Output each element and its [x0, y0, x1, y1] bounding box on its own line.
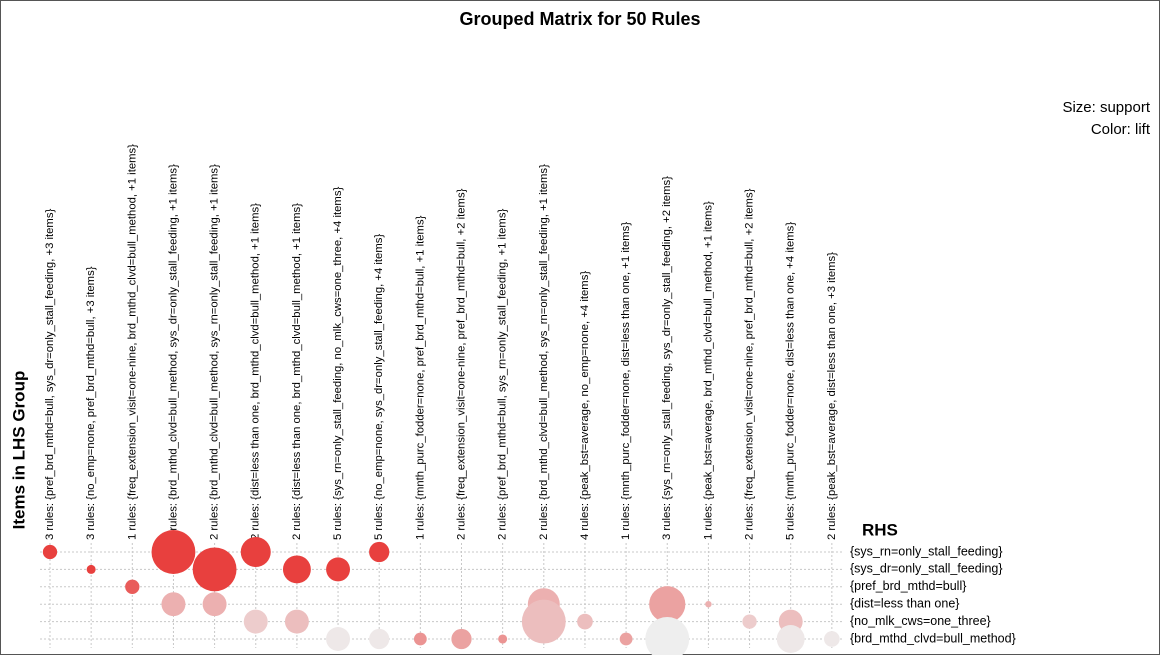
bubble: [451, 628, 472, 650]
bubble: [86, 564, 96, 574]
x-tick-label: 3 rules: {pref_brd_mthd=bull, sys_dr=onl…: [44, 209, 56, 540]
bubble: [243, 609, 268, 634]
x-tick-label: 5 rules: {sys_rn=only_stall_feeding, no_…: [332, 187, 344, 540]
x-tick-label: 3 rules: {no_emp=none, pref_brd_mthd=bul…: [85, 266, 97, 540]
x-tick-label: 5 rules: {no_emp=none, sys_dr=only_stall…: [373, 234, 385, 540]
x-tick-label: 2 rules: {dist=less than one, brd_mthd_c…: [250, 203, 262, 540]
x-tick-label: 3 rules: {sys_rn=only_stall_feeding, sys…: [661, 176, 673, 540]
rhs-label: {no_mlk_cws=one_three}: [850, 614, 991, 628]
bubble: [619, 632, 633, 646]
x-tick-label: 2 rules: {brd_mthd_clvd=bull_method, sys…: [538, 164, 550, 540]
bubble: [645, 617, 690, 655]
x-tick-label: 1 rules: {freq_extension_visit=one-nine,…: [126, 144, 138, 540]
bubble: [521, 599, 566, 644]
x-tick-label: 1 rules: {peak_bst=average, brd_mthd_clv…: [702, 201, 714, 540]
bubble: [369, 628, 390, 650]
bubble: [42, 544, 58, 560]
x-tick-label: 2 rules: {brd_mthd_clvd=bull_method, sys…: [167, 164, 179, 540]
bubble: [151, 530, 196, 574]
bubble: [125, 579, 140, 594]
bubble: [498, 634, 508, 644]
x-tick-label: 2 rules: {freq_extension_visit=one-nine,…: [744, 188, 756, 540]
bubble: [824, 631, 840, 647]
bubble: [282, 555, 311, 584]
x-tick-label: 2 rules: {brd_mthd_clvd=bull_method, sys…: [209, 164, 221, 540]
bubble: [202, 592, 227, 617]
bubble: [326, 557, 351, 582]
bubble: [240, 536, 271, 568]
rhs-label: RHS: [862, 520, 898, 539]
x-tick-label: 4 rules: {peak_bst=average, no_emp=none,…: [579, 271, 591, 540]
bubble: [284, 609, 309, 634]
rhs-label: {pref_brd_mthd=bull}: [850, 579, 966, 593]
x-tick-label: 5 rules: {mnth_purc_fodder=none, dist=le…: [785, 222, 797, 540]
rhs-label: {sys_dr=only_stall_feeding}: [850, 562, 1003, 576]
x-tick-label: 2 rules: {dist=less than one, brd_mthd_c…: [291, 203, 303, 540]
rhs-label: {brd_mthd_clvd=bull_method}: [850, 631, 1016, 645]
bubble: [161, 592, 186, 617]
bubble: [705, 601, 712, 608]
x-tick-label: 2 rules: {freq_extension_visit=one-nine,…: [455, 188, 467, 540]
x-tick-label: 2 rules: {peak_bst=average, dist=less th…: [826, 252, 838, 540]
rhs-label: {dist=less than one}: [850, 596, 959, 610]
bubble: [413, 632, 427, 646]
bubble: [192, 547, 237, 592]
bubble: [649, 586, 686, 623]
bubble: [742, 614, 757, 629]
x-tick-label: 1 rules: {mnth_purc_fodder=none, pref_br…: [414, 215, 426, 540]
rhs-label: {sys_rn=only_stall_feeding}: [850, 544, 1003, 558]
x-tick-label: 2 rules: {pref_brd_mthd=bull, sys_rn=onl…: [497, 209, 509, 540]
color-legend: Color: lift: [1091, 121, 1151, 138]
bubble: [577, 613, 593, 630]
chart-title: Grouped Matrix for 50 Rules: [459, 9, 700, 29]
x-tick-label: 1 rules: {mnth_purc_fodder=none, dist=le…: [620, 222, 632, 540]
bubble: [369, 541, 390, 563]
size-legend: Size: support: [1062, 99, 1150, 116]
bubble: [776, 625, 805, 653]
bubble: [326, 627, 351, 651]
y-axis-label: Items in LHS Group: [9, 371, 28, 530]
